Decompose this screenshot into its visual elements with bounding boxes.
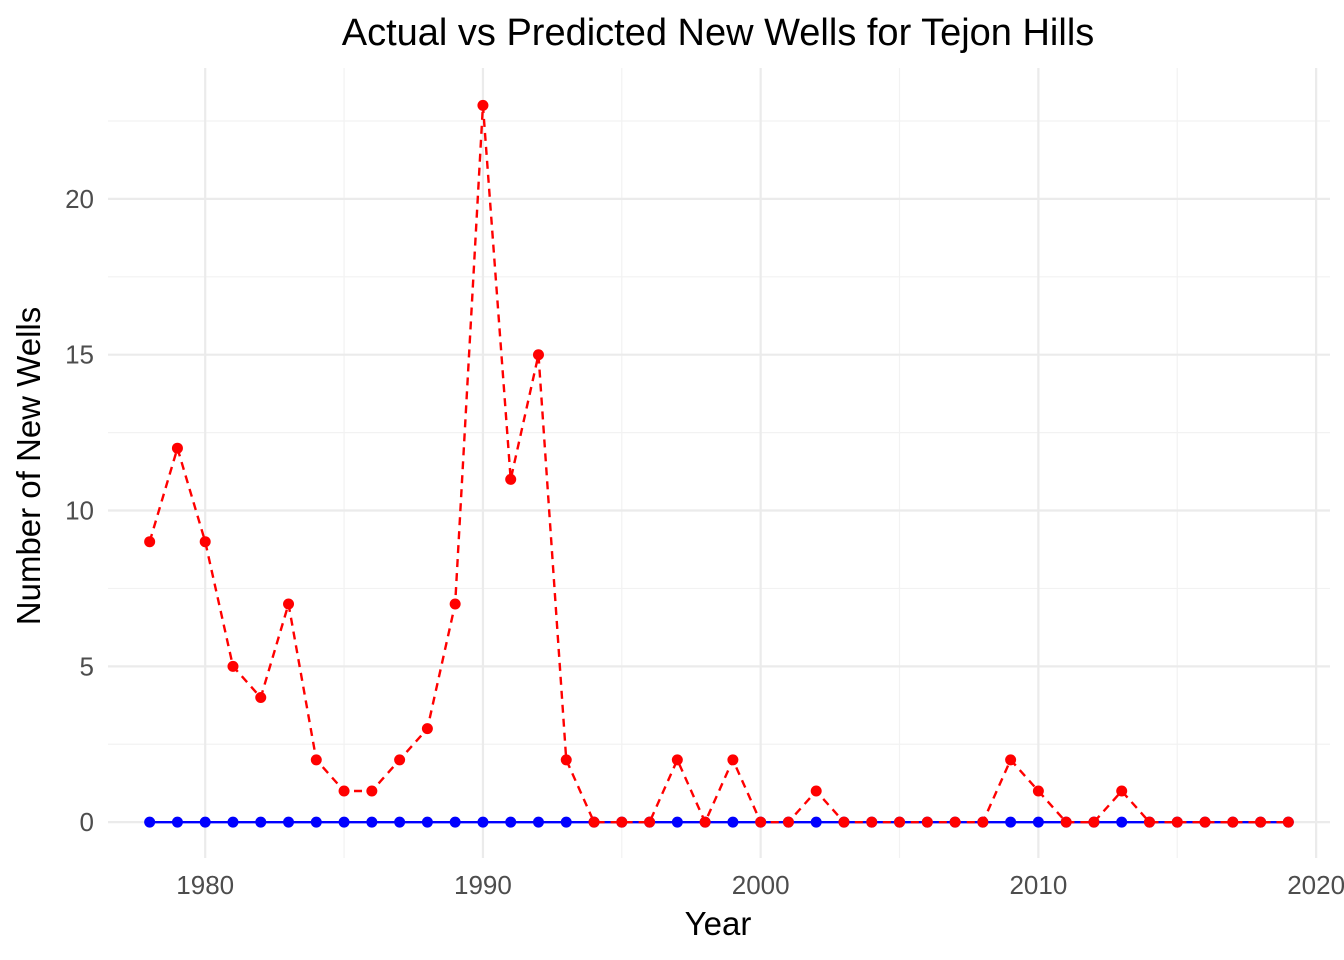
y-tick-label: 5 xyxy=(80,651,94,681)
data-point xyxy=(366,785,378,797)
data-point xyxy=(588,816,600,828)
data-point xyxy=(227,660,239,672)
data-point xyxy=(1060,816,1072,828)
data-point xyxy=(199,536,211,548)
data-point xyxy=(1255,816,1267,828)
data-point xyxy=(199,816,211,828)
data-point xyxy=(505,816,517,828)
data-point xyxy=(366,816,378,828)
data-point xyxy=(449,598,461,610)
data-point xyxy=(283,816,295,828)
x-tick-label: 1980 xyxy=(176,870,234,900)
data-point xyxy=(671,754,683,766)
data-point xyxy=(310,816,322,828)
data-point xyxy=(144,536,156,548)
data-point xyxy=(1005,816,1017,828)
x-tick-label: 2010 xyxy=(1009,870,1067,900)
data-point xyxy=(644,816,656,828)
data-point xyxy=(1227,816,1239,828)
series-1 xyxy=(144,99,1294,828)
data-point xyxy=(671,816,683,828)
data-point xyxy=(477,99,489,111)
data-point xyxy=(532,349,544,361)
data-point xyxy=(421,723,433,735)
x-tick-label: 1990 xyxy=(454,870,512,900)
y-axis-title: Number of New Wells xyxy=(10,307,47,625)
data-point xyxy=(171,816,183,828)
data-point xyxy=(283,598,295,610)
series-0 xyxy=(144,816,1294,828)
data-point xyxy=(1282,816,1294,828)
data-point xyxy=(1171,816,1183,828)
tick-labels: 1980 1990 2000 2010 2020 0 5 10 15 20 xyxy=(65,184,1344,900)
data-point xyxy=(532,816,544,828)
data-point xyxy=(1005,754,1017,766)
data-point xyxy=(1143,816,1155,828)
y-tick-label: 20 xyxy=(65,184,94,214)
data-point xyxy=(1116,785,1128,797)
data-point xyxy=(505,473,517,485)
data-point xyxy=(1088,816,1100,828)
x-tick-label: 2020 xyxy=(1287,870,1344,900)
data-point xyxy=(338,816,350,828)
data-point xyxy=(227,816,239,828)
data-point xyxy=(394,816,406,828)
data-point xyxy=(477,816,489,828)
data-point xyxy=(394,754,406,766)
data-point xyxy=(1199,816,1211,828)
data-point xyxy=(421,816,433,828)
data-point xyxy=(171,442,183,454)
data-point xyxy=(810,816,822,828)
data-point xyxy=(255,816,267,828)
data-point xyxy=(560,754,572,766)
y-tick-label: 15 xyxy=(65,340,94,370)
data-point xyxy=(310,754,322,766)
y-tick-label: 10 xyxy=(65,496,94,526)
data-point xyxy=(921,816,933,828)
data-point xyxy=(977,816,989,828)
data-point xyxy=(1032,816,1044,828)
data-point xyxy=(866,816,878,828)
data-point xyxy=(338,785,350,797)
data-point xyxy=(782,816,794,828)
series-line xyxy=(148,105,1289,826)
x-tick-label: 2000 xyxy=(732,870,790,900)
x-axis-title: Year xyxy=(685,905,752,942)
data-point xyxy=(616,816,628,828)
data-point xyxy=(838,816,850,828)
data-point xyxy=(1032,785,1044,797)
data-point xyxy=(755,816,767,828)
data-point xyxy=(949,816,961,828)
data-point xyxy=(810,785,822,797)
data-point xyxy=(255,692,267,704)
data-point xyxy=(144,816,156,828)
data-point xyxy=(1116,816,1128,828)
data-point xyxy=(727,816,739,828)
y-tick-label: 0 xyxy=(80,807,94,837)
data-point xyxy=(699,816,711,828)
chart-title: Actual vs Predicted New Wells for Tejon … xyxy=(342,12,1095,54)
data-point xyxy=(727,754,739,766)
data-point xyxy=(449,816,461,828)
data-point xyxy=(560,816,572,828)
data-point xyxy=(894,816,906,828)
grid-lines xyxy=(108,68,1330,858)
series-layer xyxy=(144,99,1294,828)
